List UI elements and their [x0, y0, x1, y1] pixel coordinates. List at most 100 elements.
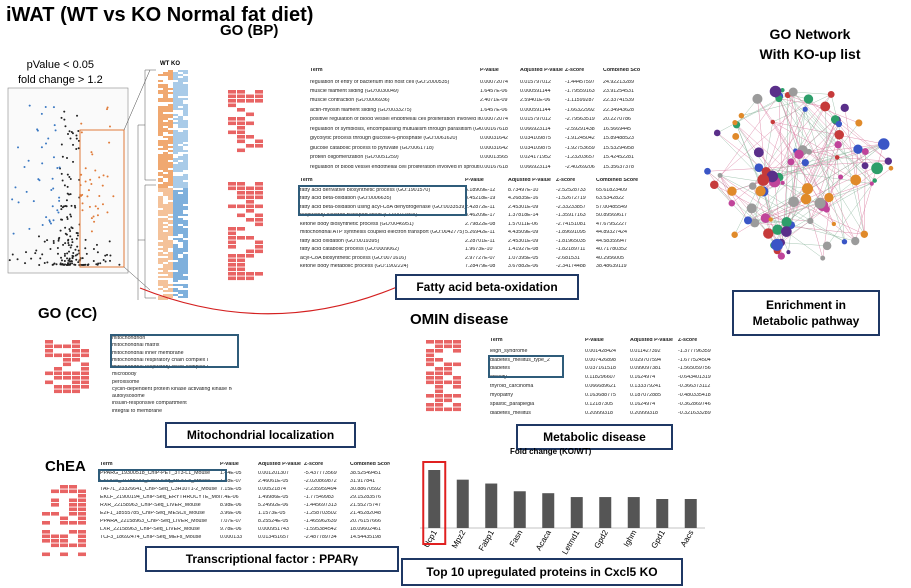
table-cell: -0.480335418 [678, 393, 711, 399]
network-node [814, 197, 826, 209]
heatmap-cell [60, 516, 68, 521]
volcano-point [63, 118, 66, 121]
volcano-point [45, 142, 48, 145]
heatmap-cell [163, 226, 168, 228]
table-cell: 0.00013565 [480, 155, 508, 161]
heatmap-cell [255, 218, 263, 222]
heatmap-cell [178, 78, 183, 80]
heatmap-cell [435, 371, 443, 376]
volcano-point [75, 137, 78, 140]
heatmap-cell [255, 222, 263, 227]
table-cell: fatty acid derivative biosynthetic proce… [300, 188, 431, 194]
heatmap-cell [158, 146, 163, 148]
volcano-point [12, 232, 15, 235]
heatmap-cell [178, 158, 183, 160]
heatmap-cell [158, 242, 163, 244]
table-cell: muscle contraction (GO:0006936) [310, 98, 390, 104]
table: Term P-value Adjusted P-value Z-score leigh_… [490, 338, 725, 418]
heatmap-cell [158, 186, 163, 188]
heatmap-cell [158, 126, 163, 128]
table-cell: 2.28701E-11 [465, 238, 495, 244]
heatmap-cell [168, 192, 173, 194]
heatmap-cell [158, 266, 163, 268]
heatmap-cell [228, 186, 236, 191]
heatmap-cell [168, 82, 173, 84]
volcano-point [84, 167, 87, 170]
heatmap-cell [173, 72, 178, 74]
heatmap-cell [173, 228, 178, 230]
table-row: regulation of blood vessel endothelial c… [310, 163, 640, 172]
heatmap-cell [168, 124, 173, 126]
heatmap-cell [163, 146, 168, 148]
x-tick-label: Mpz2 [450, 528, 468, 550]
heatmap-cell [173, 144, 178, 146]
heatmap-cell [163, 110, 168, 112]
heatmap-cell [183, 232, 188, 234]
heatmap-cell [63, 376, 71, 380]
column-header: Z-score [304, 462, 324, 467]
table-cell: 0.024171952 [520, 155, 551, 161]
heatmap-cell [183, 76, 188, 78]
network-node [777, 252, 785, 260]
heatmap-cell [163, 280, 168, 282]
heatmap-cell [173, 280, 178, 282]
heatmap-cell [158, 230, 163, 232]
heatmap-cell [228, 227, 236, 231]
volcano-point [92, 247, 95, 250]
volcano-point [87, 189, 90, 192]
heatmap-cell [158, 248, 163, 250]
network-node [786, 250, 791, 255]
heatmap-cell [163, 200, 168, 202]
volcano-point [40, 146, 43, 149]
heatmap-cell [183, 226, 188, 228]
heatmap-cell [178, 160, 183, 162]
heatmap-cell [183, 178, 188, 180]
heatmap-cell [168, 216, 173, 218]
heatmap-cell [228, 90, 236, 94]
table-cell: 0.00072074 [480, 117, 508, 123]
heatmap-cell [173, 116, 178, 118]
column-header: P-value [585, 338, 604, 343]
table-row: thyroid_carcinoma 0.066689621 0.133379241-… [490, 382, 725, 391]
heatmap-cell [178, 192, 183, 194]
heatmap-cell [183, 204, 188, 206]
volcano-point [72, 252, 75, 255]
heatmap-cell [168, 86, 173, 88]
heatmap-cell [173, 132, 178, 134]
volcano-point [25, 190, 28, 193]
network-node [738, 112, 745, 119]
heatmap-cell [237, 182, 245, 186]
network-node [800, 193, 812, 205]
table-cell: 38.52549451 [350, 471, 381, 477]
table-cell: 14.54435198 [350, 535, 381, 541]
heatmap-cell [163, 134, 168, 136]
table-cell: mitochondrial inner membrane [112, 350, 184, 356]
heatmap-cell [183, 190, 188, 192]
column-header: P-value [465, 178, 484, 183]
volcano-point [99, 262, 102, 265]
volcano-point [66, 217, 69, 220]
heatmap-cell [163, 160, 168, 162]
table-cell: -1.92753659 [565, 145, 595, 151]
table-cell: mitochondrial respiratory chain complex … [112, 357, 209, 363]
bar [513, 491, 526, 528]
heatmap-cell [178, 272, 183, 274]
network-node [860, 230, 869, 238]
heatmap-cell [54, 371, 62, 376]
heatmap-cell [453, 340, 461, 344]
table-cell: -0.321633289 [678, 410, 711, 416]
heatmap-cell [168, 156, 173, 158]
heatmap-cell [163, 240, 168, 242]
volcano-point [40, 112, 43, 115]
heatmap-cell [228, 245, 236, 249]
volcano-point [86, 263, 89, 266]
volcano-point [27, 159, 30, 162]
heatmap-cell [178, 142, 183, 144]
heatmap-cell [158, 236, 163, 238]
table-cell: 47.67952227 [596, 221, 627, 227]
table-cell: 15.53294958 [603, 145, 634, 151]
table-cell: -1.91245042 [565, 136, 595, 142]
heatmap-cell [158, 296, 163, 298]
table-cell: -2.74151081 [556, 221, 586, 227]
heatmap-cell [228, 263, 236, 267]
